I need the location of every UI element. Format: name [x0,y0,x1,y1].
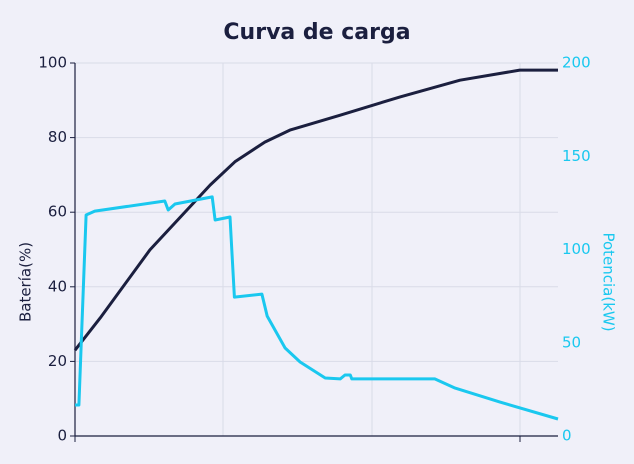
y2-tick-label: 100 [562,240,591,258]
y-tick-label: 20 [48,352,67,370]
y-tick-label: 80 [48,128,67,146]
y-tick-label: 0 [57,427,67,445]
chart-title: Curva de carga [223,20,410,45]
y2-tick-label: 150 [562,147,591,165]
y2-tick-label: 200 [562,54,591,72]
y-tick-label: 40 [48,277,67,295]
y2-tick-label: 0 [562,427,572,445]
series-line [75,195,559,421]
y2-axis-label: Potencia(kW) [600,232,618,331]
y2-tick-label: 50 [562,333,581,351]
series-line [73,68,558,352]
y-tick-label: 60 [48,203,67,221]
y-tick-label: 100 [38,54,67,72]
y-axis-label: Batería(%) [17,242,35,322]
